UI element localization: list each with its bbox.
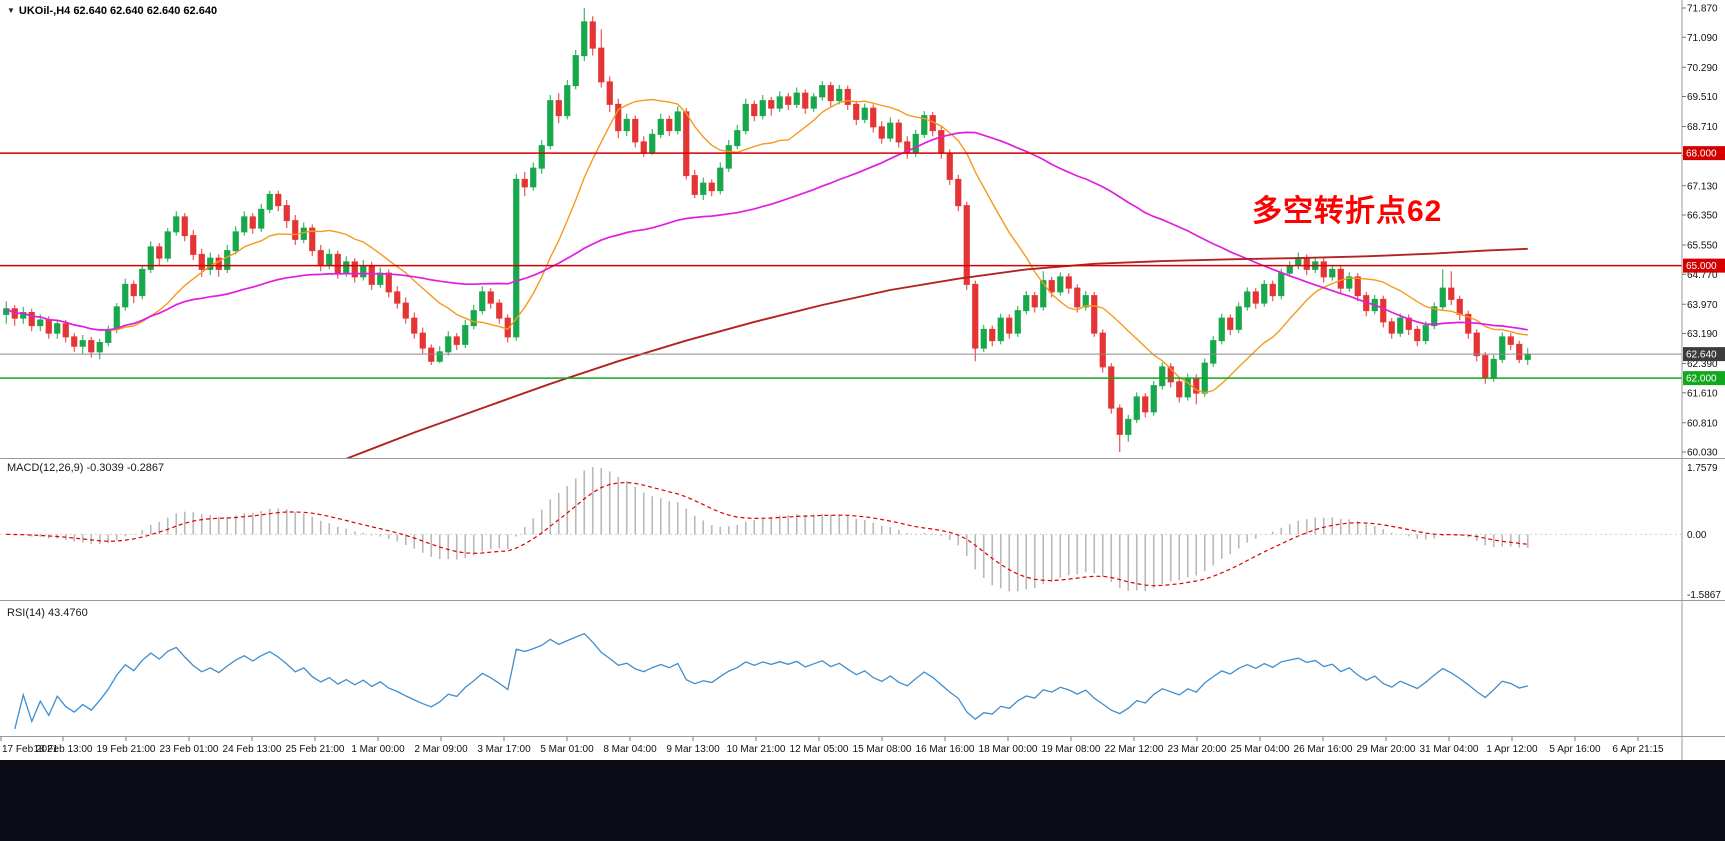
price-tick-label: 68.710 bbox=[1687, 122, 1718, 133]
time-axis-label: 5 Mar 01:00 bbox=[540, 744, 594, 755]
symbol-title[interactable]: ▼ UKOil-,H4 62.640 62.640 62.640 62.640 bbox=[7, 4, 217, 18]
time-axis-label: 6 Apr 21:15 bbox=[1612, 744, 1664, 755]
price-badge-label: 65.000 bbox=[1686, 261, 1717, 272]
time-axis-label: 15 Mar 08:00 bbox=[853, 744, 912, 755]
time-axis-label: 19 Mar 08:00 bbox=[1042, 744, 1101, 755]
rsi-indicator-label: RSI(14) 43.4760 bbox=[7, 607, 88, 619]
price-tick-label: 70.290 bbox=[1687, 63, 1718, 74]
time-axis-label: 23 Feb 01:00 bbox=[160, 744, 219, 755]
price-badge bbox=[1683, 258, 1725, 273]
time-axis-label: 16 Mar 16:00 bbox=[916, 744, 975, 755]
price-tick-label: 67.130 bbox=[1687, 181, 1718, 192]
price-tick-label: 61.610 bbox=[1687, 388, 1718, 399]
main-price-chart[interactable]: 71.87071.09070.29069.51068.71067.93067.1… bbox=[0, 0, 1725, 459]
time-axis-label: 1 Apr 12:00 bbox=[1486, 744, 1538, 755]
price-badge bbox=[1683, 371, 1725, 386]
time-axis-label: 1 Mar 00:00 bbox=[351, 744, 405, 755]
time-axis-label: 18 Mar 00:00 bbox=[979, 744, 1038, 755]
price-tick-label: 65.550 bbox=[1687, 241, 1718, 252]
time-axis-label: 25 Feb 21:00 bbox=[286, 744, 345, 755]
price-tick-label: 60.810 bbox=[1687, 418, 1718, 429]
slow-ma-line bbox=[345, 247, 1528, 459]
price-tick-label: 63.190 bbox=[1687, 329, 1718, 340]
time-axis-label: 5 Apr 16:00 bbox=[1549, 744, 1601, 755]
macd-tick-label: 1.7579 bbox=[1687, 463, 1718, 474]
chart-annotation-text: 多空转折点62 bbox=[1252, 195, 1443, 228]
time-axis-label: 9 Mar 13:00 bbox=[666, 744, 720, 755]
time-axis-label: 12 Mar 05:00 bbox=[790, 744, 849, 755]
price-tick-label: 66.350 bbox=[1687, 211, 1718, 222]
time-axis-label: 25 Mar 04:00 bbox=[1231, 744, 1290, 755]
time-axis-label: 29 Mar 20:00 bbox=[1357, 744, 1416, 755]
bottom-bar bbox=[0, 760, 1725, 841]
time-axis-label: 22 Mar 12:00 bbox=[1105, 744, 1164, 755]
macd-signal-line bbox=[6, 481, 1528, 587]
price-badge-label: 62.000 bbox=[1686, 374, 1717, 385]
price-tick-label: 63.970 bbox=[1687, 300, 1718, 311]
medium-ma-line bbox=[5, 131, 1528, 331]
chevron-down-icon[interactable]: ▼ bbox=[7, 6, 15, 15]
macd-indicator-label: MACD(12,26,9) -0.3039 -0.2867 bbox=[7, 462, 165, 474]
fast-ma-line bbox=[5, 98, 1528, 394]
symbol-title-text: UKOil-,H4 62.640 62.640 62.640 62.640 bbox=[18, 5, 218, 17]
price-tick-label: 71.870 bbox=[1687, 4, 1718, 15]
time-axis-label: 8 Mar 04:00 bbox=[603, 744, 657, 755]
price-badge-label: 68.000 bbox=[1686, 149, 1717, 160]
price-tick-label: 62.390 bbox=[1687, 359, 1718, 370]
price-tick-label: 69.510 bbox=[1687, 92, 1718, 103]
rsi-panel[interactable] bbox=[0, 601, 1725, 737]
time-axis-label: 19 Feb 21:00 bbox=[97, 744, 156, 755]
macd-tick-label: 0.00 bbox=[1687, 530, 1707, 541]
time-axis-label: 10 Mar 21:00 bbox=[727, 744, 786, 755]
price-badge-label: 62.640 bbox=[1686, 350, 1717, 361]
time-axis-label: 24 Feb 13:00 bbox=[223, 744, 282, 755]
candles-group bbox=[3, 8, 1531, 452]
time-axis-label: 18 Feb 13:00 bbox=[34, 744, 93, 755]
time-axis-label: 17 Feb 2021 bbox=[2, 744, 59, 755]
price-badge bbox=[1683, 347, 1725, 362]
price-badge bbox=[1683, 146, 1725, 161]
macd-histogram bbox=[13, 467, 1529, 592]
price-tick-label: 60.030 bbox=[1687, 448, 1718, 459]
time-axis-label: 3 Mar 17:00 bbox=[477, 744, 531, 755]
time-axis-label: 26 Mar 16:00 bbox=[1294, 744, 1353, 755]
time-axis-label: 23 Mar 20:00 bbox=[1168, 744, 1227, 755]
time-axis-label: 31 Mar 04:00 bbox=[1420, 744, 1479, 755]
time-axis-label: 2 Mar 09:00 bbox=[414, 744, 468, 755]
price-tick-label: 71.090 bbox=[1687, 33, 1718, 44]
macd-panel[interactable]: 1.7579 0.00 -1.5867 bbox=[0, 459, 1725, 601]
rsi-line bbox=[14, 632, 1528, 730]
macd-tick-label: -1.5867 bbox=[1687, 590, 1721, 601]
price-tick-label: 64.770 bbox=[1687, 270, 1718, 281]
